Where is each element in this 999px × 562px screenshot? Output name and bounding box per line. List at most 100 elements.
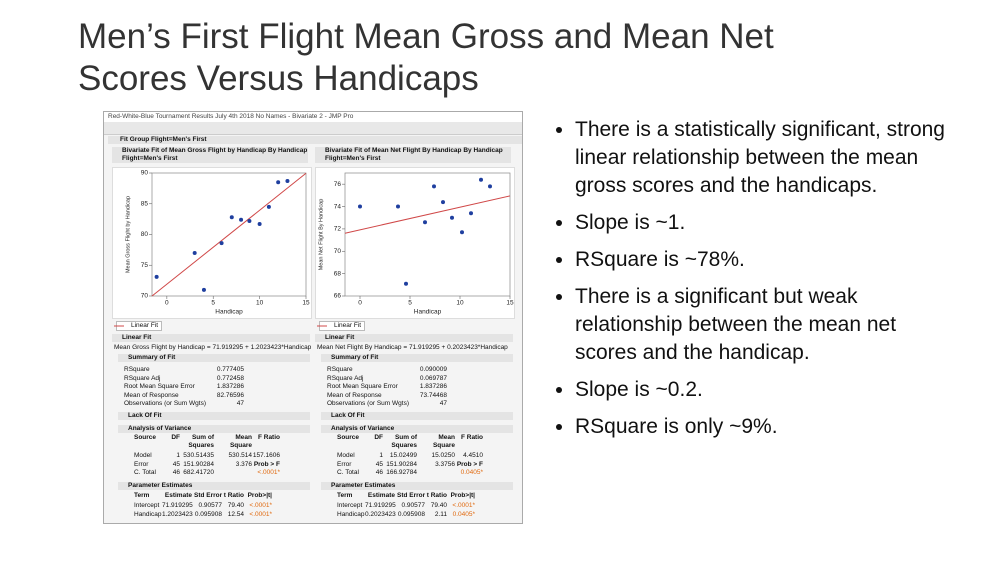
- point: [247, 218, 252, 223]
- bullet: There is a statistically significant, st…: [575, 116, 955, 200]
- equation: Mean Gross Flight by Handicap = 71.91929…: [114, 344, 312, 351]
- parameters-cell: Intercept: [337, 502, 363, 509]
- plot-area: [344, 172, 511, 297]
- anova-cell: Prob > F: [253, 460, 280, 468]
- anova-cell: 157.1606: [252, 452, 280, 459]
- point: [396, 204, 400, 209]
- panel-heading: Bivariate Fit of Mean Net Flight By Hand…: [315, 147, 511, 163]
- y-tick-label: 80: [141, 231, 149, 238]
- x-tick-label: 5: [408, 300, 412, 307]
- x-axis-label: Handicap: [414, 309, 442, 316]
- parameters-heading: Parameter Estimates: [321, 482, 513, 490]
- summary-label: Mean of Response: [124, 391, 179, 399]
- anova-cell: 1: [379, 452, 383, 459]
- parameters-cell: 79.40: [430, 502, 447, 509]
- parameters-cell: 1.2023423: [162, 510, 193, 518]
- summary-label: Observations (or Sum Wgts): [124, 400, 206, 407]
- point: [432, 184, 436, 189]
- anova-cell: 166.92784: [386, 469, 417, 476]
- anova-column: Source: [134, 434, 157, 441]
- anova-cell: 4.4510: [463, 452, 483, 459]
- summary-value: 73.74468: [419, 391, 447, 399]
- summary-label: Root Mean Square Error: [124, 383, 195, 390]
- y-tick-label: 68: [334, 270, 342, 277]
- anova-column: Sum of Squares: [188, 434, 214, 449]
- x-tick-label: 15: [506, 300, 514, 307]
- parameters-cell: 0.095908: [397, 510, 425, 518]
- y-axis-label: Mean Net Flight By Handicap: [318, 199, 324, 271]
- anova-column: Mean Square: [229, 434, 252, 449]
- anova-cell: 1: [176, 452, 180, 459]
- summary-value: 0.090009: [419, 366, 447, 373]
- summary-label: RSquare: [124, 366, 150, 373]
- x-tick-label: 5: [211, 300, 215, 307]
- anova-cell: Model: [337, 452, 355, 459]
- x-tick-label: 15: [302, 300, 310, 307]
- summary-value: 47: [439, 400, 447, 407]
- group-header: Fit Group Flight=Men's First: [108, 136, 522, 144]
- y-tick-label: 74: [334, 203, 342, 210]
- point: [423, 220, 427, 225]
- point: [266, 204, 271, 209]
- parameters-cell: <.0001*: [452, 502, 475, 509]
- point: [219, 241, 224, 246]
- anova-cell: 3.376: [235, 460, 252, 468]
- point: [257, 222, 262, 227]
- parameters-cell: 2.11: [434, 510, 447, 518]
- parameters-cell: 0.90577: [198, 502, 223, 509]
- parameters-column: Std Error: [194, 492, 223, 499]
- anova-cell: 151.90284: [386, 460, 417, 468]
- parameters-cell: 79.40: [227, 502, 244, 509]
- y-tick-label: 70: [141, 293, 149, 300]
- parameters-cell: 71.919295: [162, 502, 193, 509]
- y-tick-label: 76: [334, 181, 342, 188]
- summary-value: 82.76596: [216, 391, 244, 399]
- x-tick-label: 0: [358, 300, 362, 307]
- parameters-cell: 12.54: [227, 510, 244, 518]
- lack-of-fit-heading: Lack Of Fit: [118, 412, 310, 420]
- equation: Mean Net Flight By Handicap = 71.919295 …: [317, 344, 508, 351]
- parameters-cell: <.0001*: [249, 510, 272, 518]
- summary-label: RSquare: [327, 366, 353, 373]
- fit-line: [344, 195, 511, 234]
- point: [276, 180, 281, 185]
- point: [192, 250, 197, 255]
- anova-cell: 45: [172, 460, 180, 468]
- parameters-column: Prob>|t|: [450, 492, 475, 499]
- anova-heading: Analysis of Variance: [321, 425, 513, 433]
- anova-cell: Error: [337, 460, 352, 468]
- parameters-column: t Ratio: [426, 492, 447, 499]
- bullet: Slope is ~0.2.: [575, 376, 955, 404]
- parameters-cell: Handicap: [134, 510, 162, 518]
- anova-cell: 46: [172, 469, 180, 476]
- point: [229, 215, 234, 220]
- parameters-column: Prob>|t|: [247, 492, 272, 499]
- x-tick-label: 10: [256, 300, 264, 307]
- anova-cell: Model: [134, 452, 152, 459]
- fit-heading: Linear Fit: [112, 334, 310, 342]
- y-tick-label: 72: [334, 226, 342, 233]
- anova-cell: C. Total: [134, 469, 156, 476]
- summary-heading: Summary of Fit: [118, 354, 310, 362]
- y-tick-label: 66: [334, 293, 342, 300]
- parameters-heading: Parameter Estimates: [118, 482, 310, 490]
- anova-column: Source: [337, 434, 360, 441]
- parameters-cell: 0.095908: [194, 510, 222, 518]
- parameters-column: Term: [134, 492, 150, 499]
- anova-cell: 682.41720: [183, 469, 214, 476]
- bullet-list: There is a statistically significant, st…: [555, 116, 955, 450]
- point: [450, 215, 454, 220]
- window-title: Red-White-Blue Tournament Results July 4…: [108, 113, 354, 120]
- parameters-cell: 0.0405*: [452, 510, 475, 518]
- anova-column: F Ratio: [460, 434, 483, 441]
- anova-column: DF: [374, 434, 383, 441]
- point: [469, 211, 473, 216]
- parameters-column: Estimate: [367, 492, 395, 499]
- point: [358, 204, 362, 209]
- summary-label: Root Mean Square Error: [327, 383, 398, 390]
- anova-cell: 15.0250: [431, 452, 456, 459]
- anova-cell: 530.51435: [183, 452, 214, 459]
- summary-value: 1.837286: [419, 383, 447, 390]
